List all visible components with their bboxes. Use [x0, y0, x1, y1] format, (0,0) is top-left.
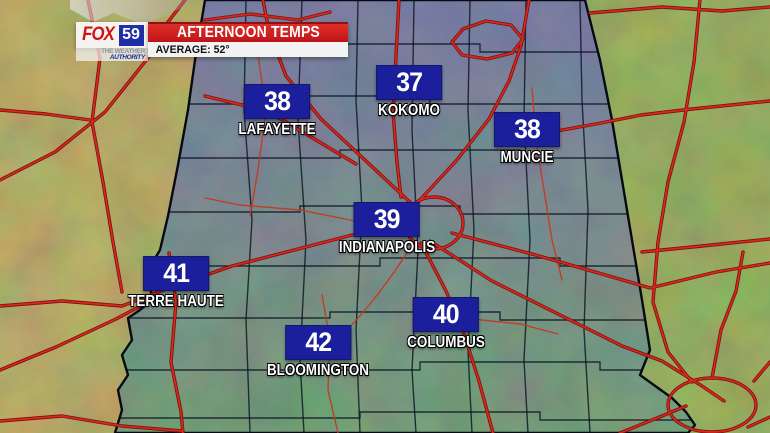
city-name: TERRE HAUTE — [128, 293, 224, 310]
page-title: AFTERNOON TEMPS — [176, 24, 320, 41]
city-label-columbus: 40 COLUMBUS — [400, 297, 492, 352]
temp-value: 40 — [433, 299, 460, 329]
temp-value-box: 38 — [244, 84, 310, 119]
city-label-muncie: 38 MUNCIE — [494, 112, 560, 167]
temp-value-box: 37 — [376, 65, 442, 100]
fox-wordmark: FOX — [82, 24, 116, 45]
temp-value-box: 38 — [494, 112, 560, 147]
average-temp-text: AVERAGE: 52° — [155, 43, 230, 56]
city-name: LAFAYETTE — [238, 121, 316, 138]
channel-number: 59 — [118, 24, 144, 46]
temp-value: 38 — [514, 114, 541, 144]
weather-authority-tagline: THE WEATHER AUTHORITY — [76, 48, 148, 61]
city-name: BLOOMINGTON — [266, 362, 370, 379]
city-name: MUNCIE — [500, 149, 554, 166]
average-bar: AVERAGE: 52° — [148, 42, 348, 57]
city-label-bloomington: 42 BLOOMINGTON — [257, 325, 378, 380]
temp-value: 41 — [163, 258, 190, 288]
city-name: INDIANAPOLIS — [338, 239, 436, 256]
temp-value: 39 — [374, 204, 401, 234]
city-label-indianapolis: 39 INDIANAPOLIS — [330, 202, 445, 257]
title-banner: AFTERNOON TEMPS — [148, 22, 348, 42]
temp-value: 37 — [396, 67, 423, 97]
temp-value: 42 — [305, 327, 332, 357]
city-name: COLUMBUS — [407, 334, 485, 351]
city-name: KOKOMO — [378, 102, 440, 119]
temp-value: 38 — [264, 86, 291, 116]
tagline-line1: THE WEATHER — [101, 48, 145, 55]
city-label-kokomo: 37 KOKOMO — [372, 65, 446, 120]
illinois-region — [0, 0, 205, 433]
temp-value-box: 39 — [353, 202, 420, 237]
temp-value-box: 40 — [413, 297, 479, 332]
city-label-lafayette: 38 LAFAYETTE — [231, 84, 323, 139]
city-label-terre-haute: 41 TERRE HAUTE — [119, 256, 233, 311]
temp-value-box: 41 — [143, 256, 209, 291]
fox59-logo: FOX 59 — [76, 22, 148, 48]
temp-value-box: 42 — [284, 325, 351, 360]
indiana-state-border — [113, 0, 697, 433]
tagline-line2: AUTHORITY — [109, 53, 146, 61]
